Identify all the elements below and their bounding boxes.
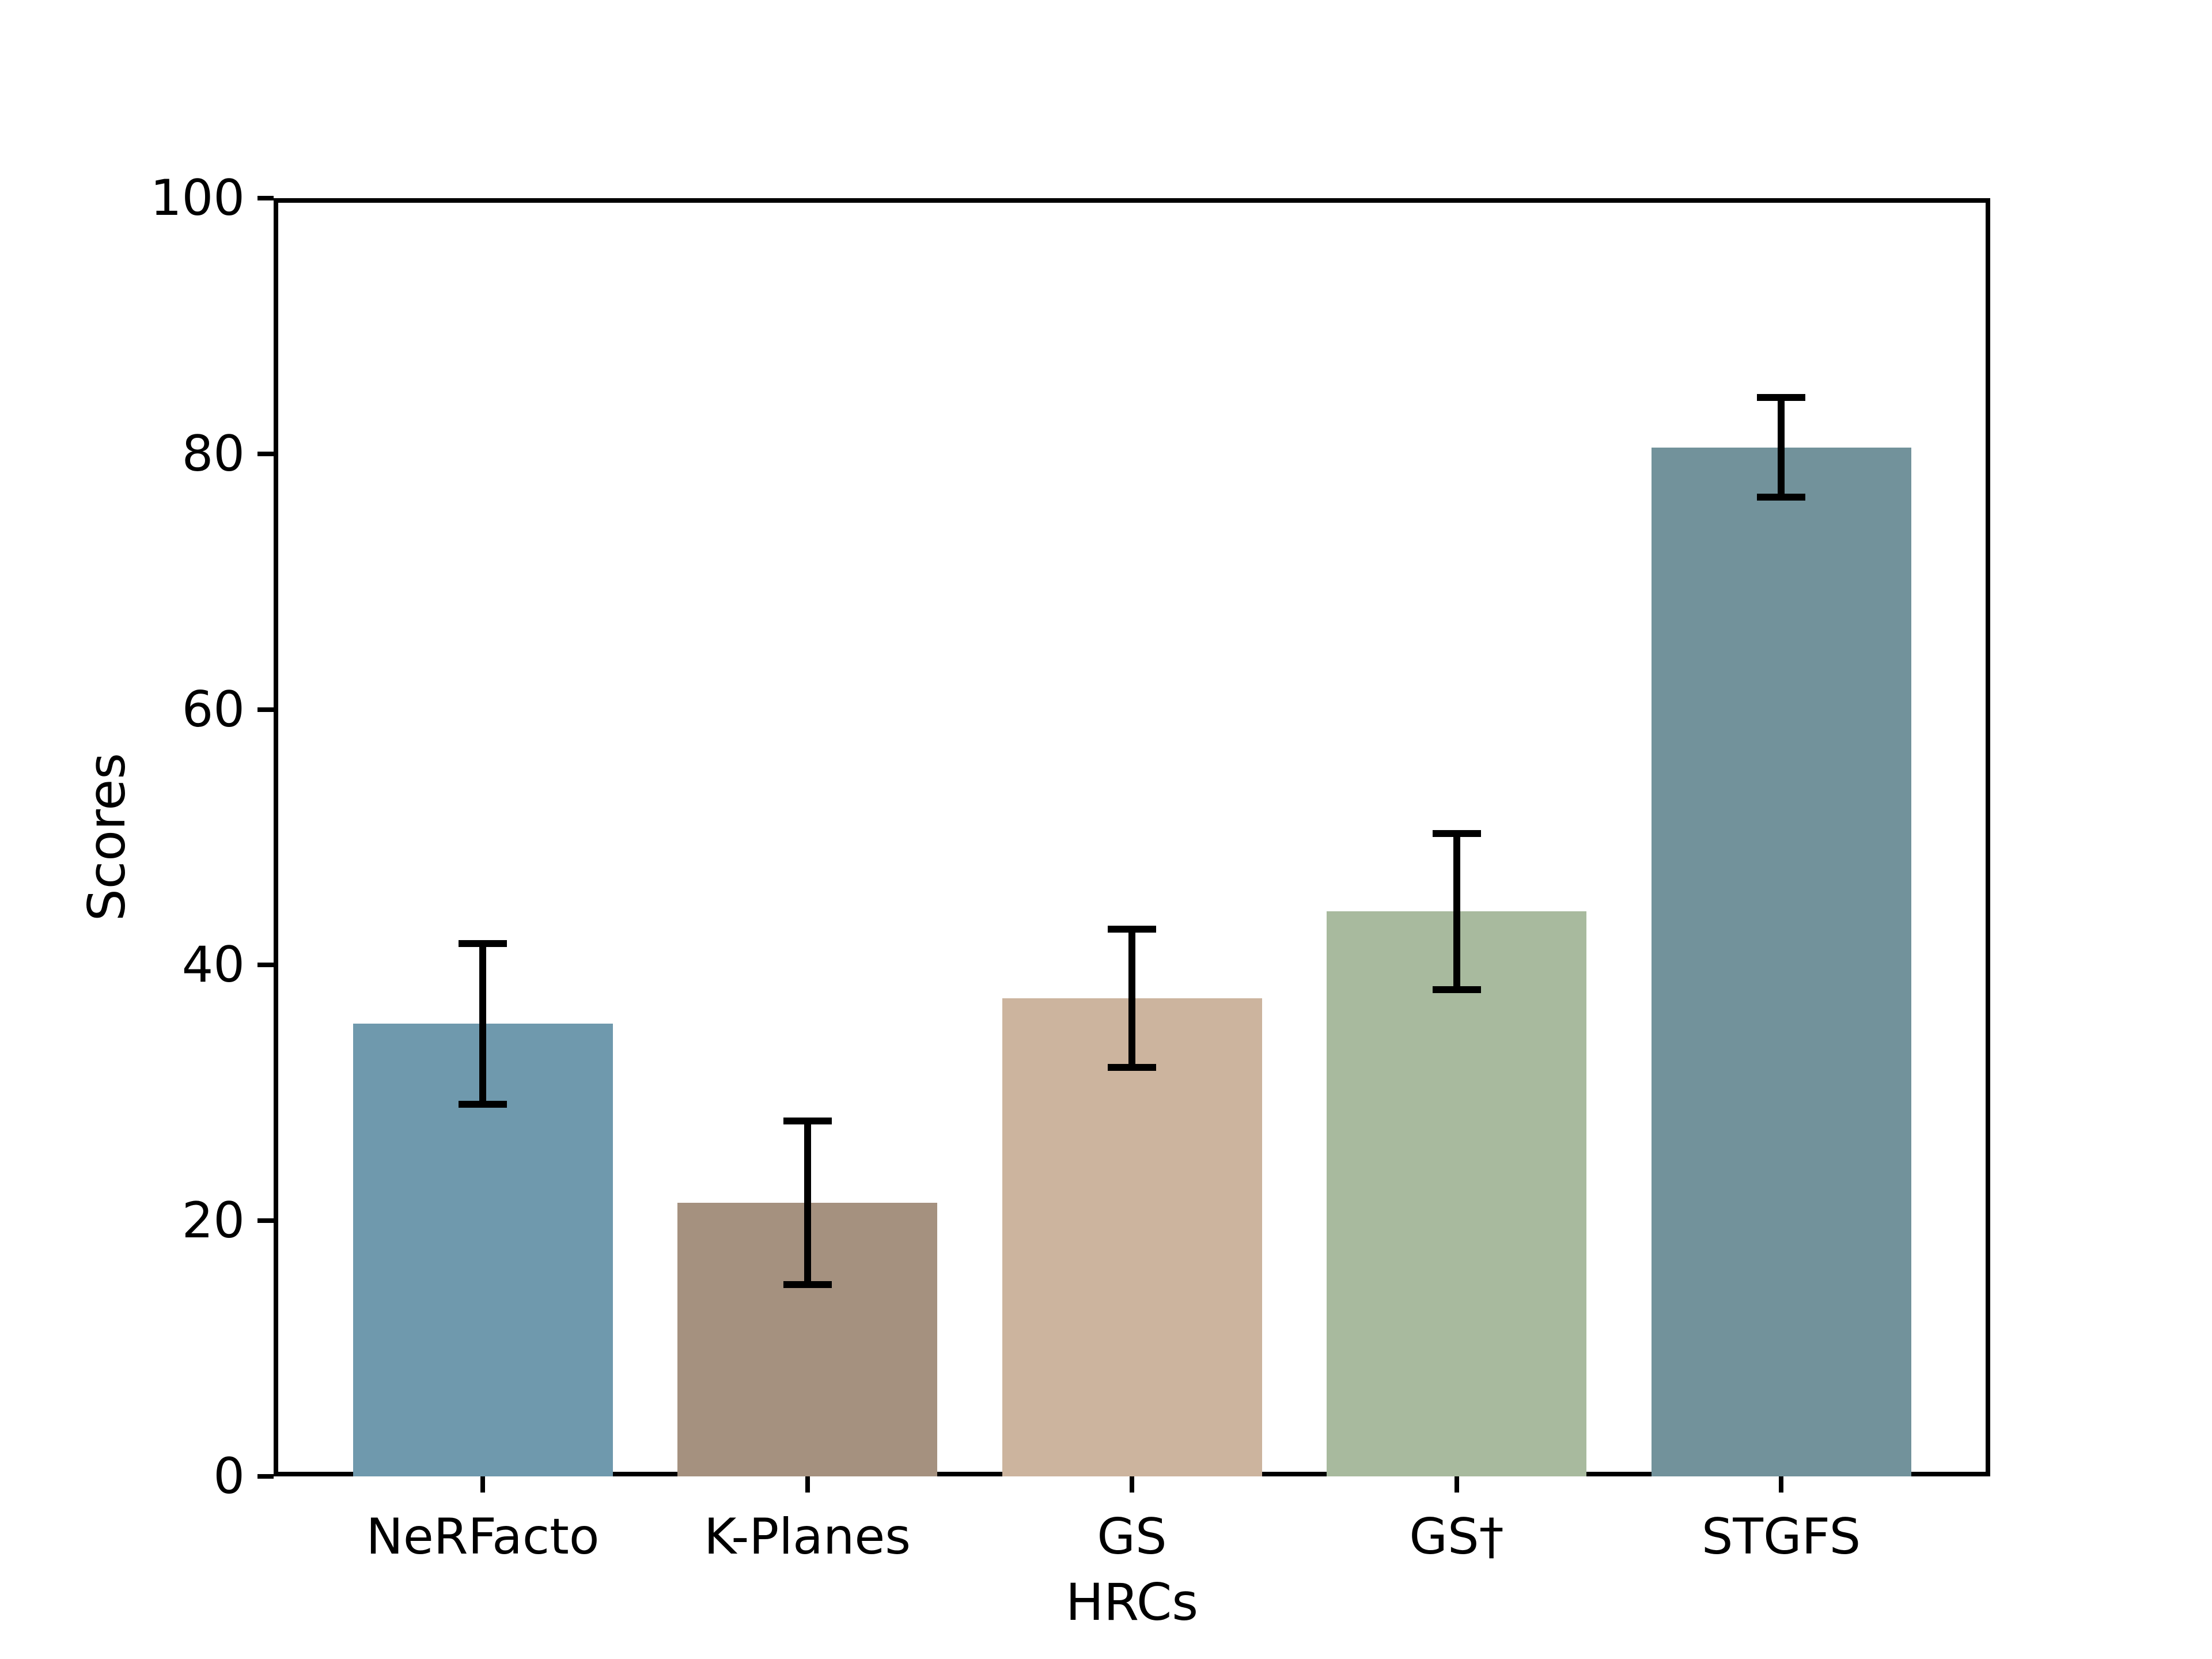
y-tick-label-0: 0	[213, 1448, 245, 1505]
x-tick-label-stgfs: STGFS	[1701, 1508, 1861, 1566]
error-bar-gs	[1453, 833, 1460, 990]
x-tick-label-gs: GS†	[1409, 1508, 1504, 1566]
error-cap-bottom-stgfs	[1757, 494, 1805, 501]
x-axis-label: HRCs	[1065, 1573, 1199, 1632]
y-tick-label-80: 80	[181, 425, 245, 483]
error-cap-top-k-planes	[783, 1118, 832, 1125]
x-tick-k-planes	[805, 1476, 810, 1493]
error-cap-top-stgfs	[1757, 394, 1805, 402]
error-cap-bottom-nerfacto	[459, 1101, 507, 1108]
error-cap-bottom-k-planes	[783, 1281, 832, 1289]
y-tick-100	[257, 196, 274, 200]
x-tick-label-nerfacto: NeRFacto	[366, 1508, 600, 1566]
error-cap-top-gs	[1108, 926, 1156, 933]
error-cap-bottom-gs	[1108, 1063, 1156, 1071]
y-tick-0	[257, 1474, 274, 1479]
bar-gs	[1002, 998, 1262, 1476]
x-tick-label-k-planes: K-Planes	[703, 1508, 911, 1566]
error-cap-top-nerfacto	[459, 940, 507, 947]
x-tick-nerfacto	[480, 1476, 485, 1493]
error-bar-gs	[1128, 929, 1135, 1067]
y-tick-60	[257, 707, 274, 712]
x-tick-stgfs	[1779, 1476, 1783, 1493]
error-bar-nerfacto	[479, 943, 486, 1105]
y-axis-label: Scores	[77, 752, 137, 922]
error-bar-k-planes	[804, 1121, 811, 1285]
error-bar-stgfs	[1778, 397, 1785, 498]
y-tick-label-60: 60	[181, 680, 245, 738]
y-tick-40	[257, 963, 274, 968]
y-tick-80	[257, 451, 274, 456]
x-tick-gs	[1454, 1476, 1459, 1493]
y-tick-20	[257, 1218, 274, 1224]
y-tick-label-20: 20	[181, 1192, 245, 1250]
bar-gs	[1327, 911, 1586, 1476]
y-tick-label-100: 100	[150, 169, 245, 227]
error-cap-top-gs	[1432, 830, 1481, 837]
bar-stgfs	[1651, 447, 1911, 1476]
x-tick-label-gs: GS	[1097, 1508, 1167, 1566]
x-tick-gs	[1130, 1476, 1134, 1493]
error-cap-bottom-gs	[1432, 986, 1481, 993]
y-tick-label-40: 40	[181, 936, 245, 994]
